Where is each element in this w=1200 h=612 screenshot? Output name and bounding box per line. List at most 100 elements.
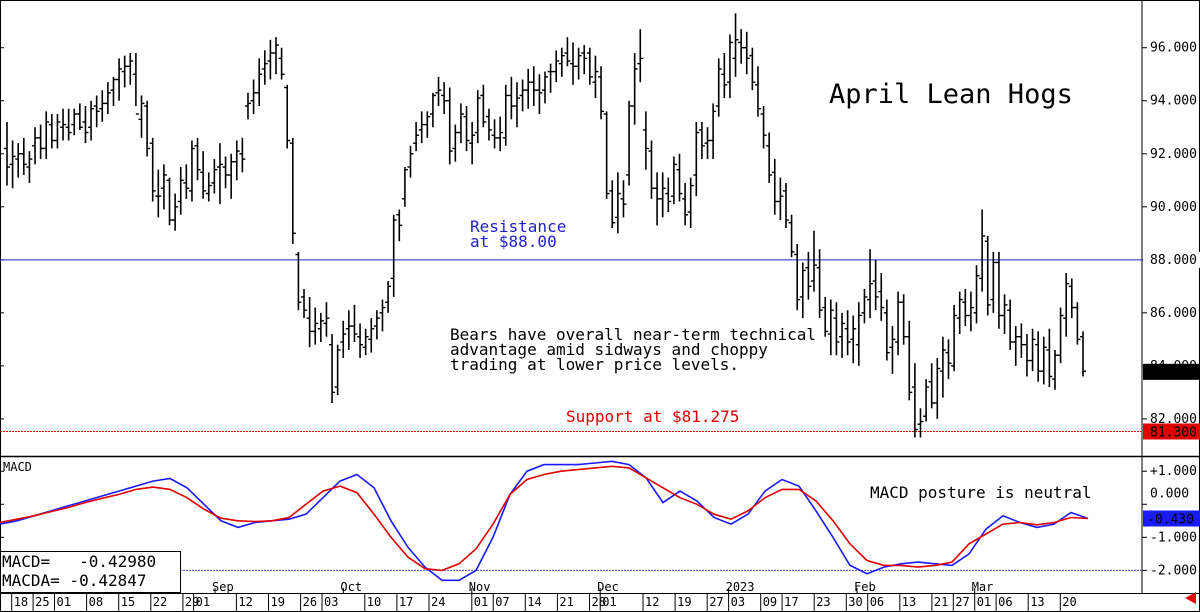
ohlc-bar [553,50,560,83]
ohlc-bar [777,177,784,221]
ohlc-bar [155,169,162,218]
ohlc-bar [799,262,806,319]
ohlc-bar [9,140,16,189]
ohlc-bar [766,132,773,183]
ohlc-bar [693,121,700,197]
ohlc-bar [491,119,498,149]
ohlc-bar [570,42,577,85]
date-tick-label: 13 [902,595,916,609]
ohlc-bar [323,302,330,337]
price-tick-label: 90.000 [1150,200,1197,215]
ohlc-bar [939,336,946,398]
date-tick-label: 22 [153,595,167,609]
ohlc-bar [446,87,453,165]
ohlc-bar [183,164,190,199]
ohlc-bar [172,193,179,231]
ohlc-bar [558,47,565,77]
ohlc-bar [822,296,829,337]
date-tick-label: 12 [645,595,659,609]
macd-tick-label: -2.000 [1150,563,1197,578]
price-tick-label: 96.000 [1150,41,1197,56]
support-axis-label: 81.300 [1150,426,1197,441]
ohlc-bar [233,140,240,181]
ohlc-bar [373,310,380,340]
ohlc-bar [273,37,279,75]
ohlc-bar [200,151,207,199]
ohlc-bar [441,82,448,114]
date-tick-label: 25 [35,595,49,609]
annotation-line: trading at lower price levels. [450,355,739,374]
ohlc-bar [250,79,257,114]
ohlc-bar [239,137,246,173]
ohlc-bar [659,172,666,218]
ohlc-bar [93,95,100,128]
date-tick-label: 17 [399,595,413,609]
ohlc-bar [132,53,139,115]
ohlc-bar [967,291,974,332]
ohlc-bar [149,137,156,202]
ohlc-bar [32,127,39,165]
ohlc-bar [536,74,543,114]
ohlc-bar [844,310,851,356]
month-label: 2023 [726,580,755,594]
ohlc-bar [513,82,520,128]
ohlc-bar [525,68,532,109]
date-tick-label: 13 [1030,595,1044,609]
ohlc-bar [362,328,369,356]
ohlc-bar [469,121,476,165]
ohlc-bar [620,180,627,218]
ohlc-bar [1029,328,1036,372]
ohlc-bar [995,251,1002,329]
ohlc-bar [485,108,492,141]
ohlc-bar [586,47,593,85]
ohlc-bar [43,111,50,160]
ohlc-bar [726,34,733,99]
support-axis-bg [1143,423,1200,440]
date-tick-label: 26 [303,595,317,609]
resistance-axis-bg [1143,251,1200,268]
scroll-left-arrow-icon[interactable] [1185,592,1196,604]
ohlc-bar [244,92,251,120]
ohlc-bar [990,251,997,313]
ohlc-bar [687,177,694,228]
ohlc-bar [743,31,750,75]
ohlc-bar [631,53,638,125]
ohlc-bar [166,177,173,226]
ohlc-bar [357,323,364,358]
price-tick-label: 86.000 [1150,306,1197,321]
date-tick-label: 06 [998,595,1012,609]
ohlc-bar [900,294,907,345]
ohlc-bar [463,106,470,152]
ohlc-bar [261,50,268,85]
ohlc-bar [228,153,235,199]
ohlc-bar [665,177,672,213]
macd-values-box: MACD= -0.42980 MACDA= -0.42847 [0,551,181,593]
ohlc-bar [654,172,661,226]
ohlc-bar [945,339,952,380]
ohlc-bar [474,90,481,144]
last-price-label: 83.775 [1150,366,1197,381]
macd-pane-title: MACD [3,460,32,474]
ohlc-bar [20,137,27,175]
ohlc-bar [979,209,986,292]
macd-last-label: -0.430 [1147,512,1194,527]
date-tick-label: 01 [977,595,991,609]
ohlc-bar [827,299,834,356]
ohlc-bar [883,299,890,361]
date-tick-label: 19 [677,595,691,609]
ohlc-bar [138,95,145,138]
date-tick-label: 03 [324,595,338,609]
ohlc-bar [82,106,89,144]
date-tick-label: 28 [592,595,606,609]
ohlc-bar [334,344,341,396]
macd-last-bg [1143,510,1200,527]
ohlc-bar [754,66,761,117]
ohlc-bar [502,84,509,146]
ohlc-bar [194,137,201,181]
ohlc-bar [816,249,823,319]
ohlc-bar [1023,334,1030,377]
date-tick-label: 19 [271,595,285,609]
macd-value-label: MACD= -0.42980 [2,552,157,571]
date-tick-label: 30 [848,595,862,609]
ohlc-bar [1012,326,1019,366]
